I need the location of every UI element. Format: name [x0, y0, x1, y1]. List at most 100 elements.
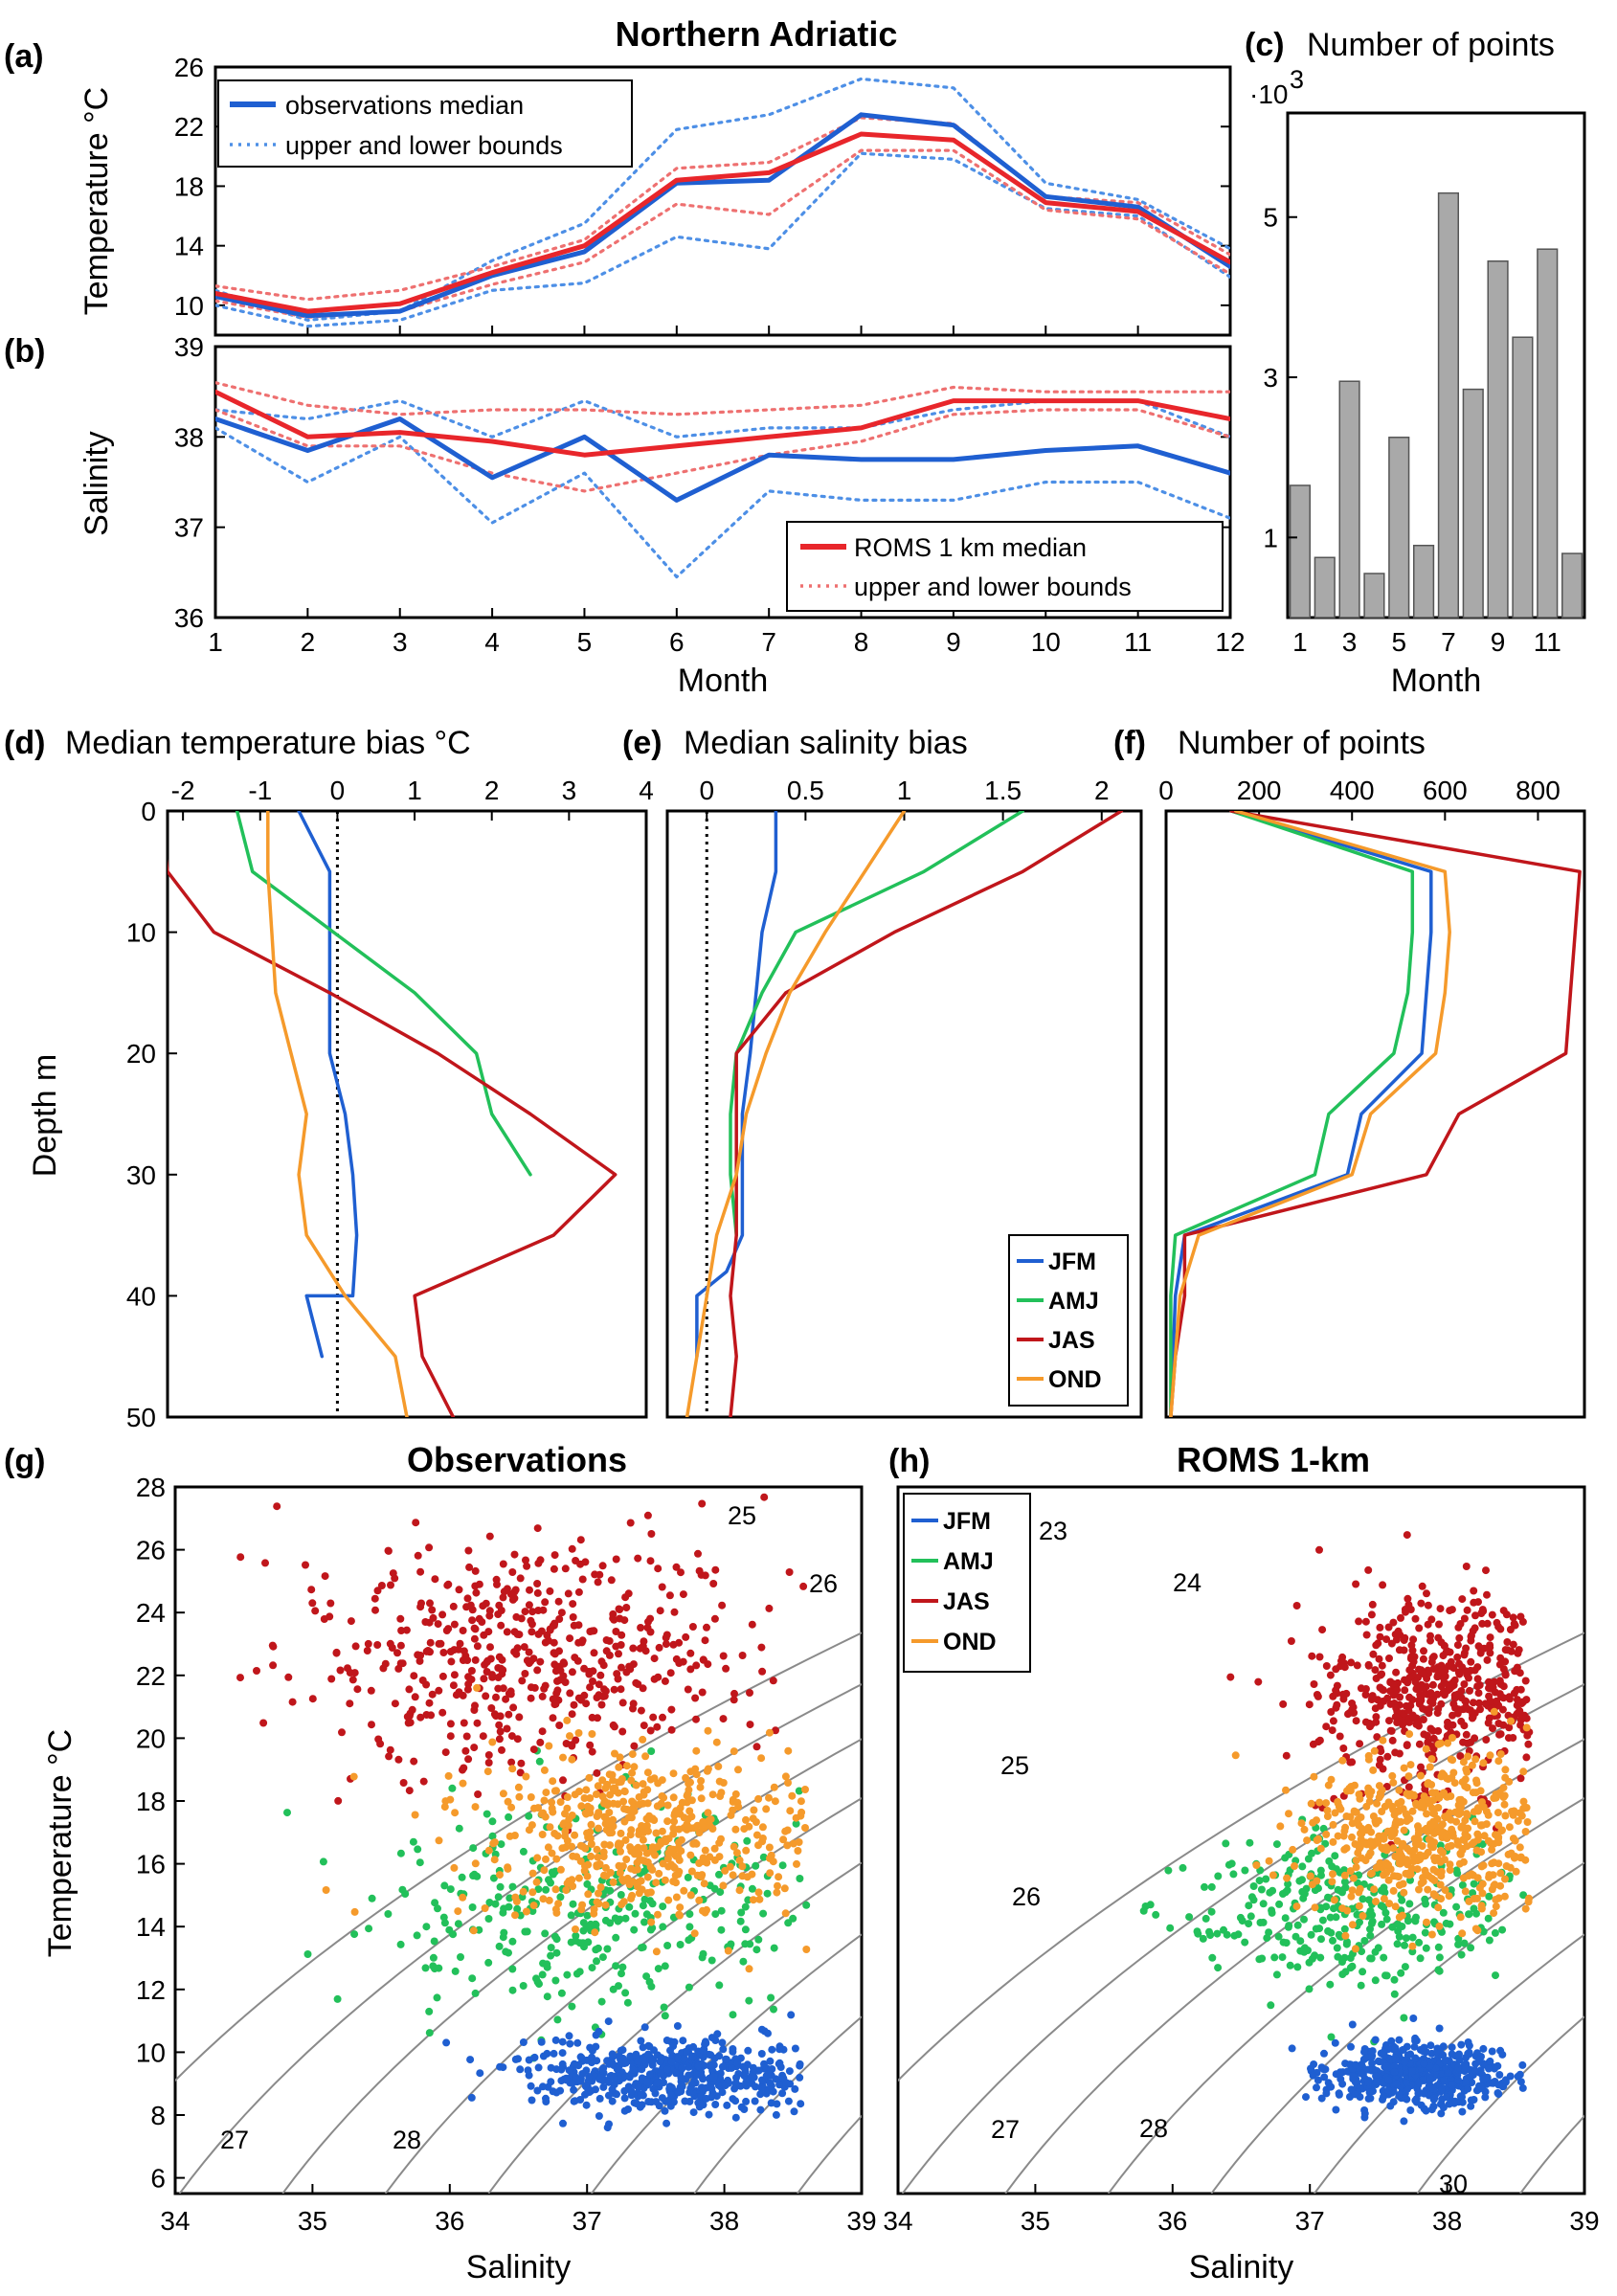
panel-g-point-ond — [627, 1894, 636, 1902]
panel-h-point-jas — [1407, 1641, 1416, 1650]
panel-h-point-amj — [1207, 1882, 1216, 1891]
panel-b-label: (b) — [4, 333, 45, 370]
panel-g-point-ond — [670, 1817, 679, 1826]
panel-g-point-amj — [541, 1929, 550, 1938]
panel-g-point-jfm — [766, 2079, 775, 2087]
panel-g-point-amj — [642, 1972, 651, 1981]
panel-g-point-ond — [459, 1893, 467, 1902]
panel-g-point-amj — [737, 1908, 746, 1917]
panel-h-point-jas — [1355, 1617, 1363, 1626]
panel-h-point-amj — [1382, 1971, 1391, 1980]
panel-h-point-jas — [1499, 1607, 1508, 1615]
panel-h-point-ond — [1477, 1862, 1486, 1871]
panel-g-point-jas — [485, 1611, 494, 1620]
panel-g-point-ond — [696, 1783, 705, 1791]
panel-h-point-amj — [1241, 1866, 1249, 1875]
panel-g-point-jas — [269, 1661, 278, 1670]
panel-g-point-amj — [623, 1998, 632, 2007]
panel-h-point-amj — [1214, 1872, 1223, 1880]
panel-h-point-jfm — [1401, 2058, 1409, 2066]
panel-g-point-ond — [627, 1776, 636, 1785]
panel-e-label: (e) — [622, 725, 663, 761]
panel-h-point-amj — [1422, 1944, 1430, 1952]
panel-g-point-ond — [605, 1809, 614, 1816]
panel-g-point-jas — [561, 1564, 570, 1573]
panel-h-point-jfm — [1427, 2082, 1436, 2091]
panel-h-point-jfm — [1288, 2044, 1296, 2053]
panel-h-point-jfm — [1420, 2089, 1428, 2098]
panel-h-point-ond — [1291, 1862, 1298, 1870]
panel-b-ytick-label: 37 — [174, 513, 204, 543]
panel-g-point-ond — [732, 1849, 741, 1857]
panel-g-point-amj — [575, 1939, 584, 1947]
panel-g-point-ond — [738, 1872, 747, 1880]
panel-h-point-jas — [1475, 1699, 1483, 1707]
panel-g-point-amj — [659, 1923, 667, 1931]
panel-g-point-ond — [549, 1777, 557, 1786]
panel-h-point-jas — [1392, 1704, 1401, 1712]
panel-h-point-amj — [1390, 1990, 1399, 1998]
panel-h-point-ond — [1417, 1771, 1425, 1780]
panel-g-point-jas — [516, 1768, 525, 1777]
panel-h-point-jas — [1486, 1649, 1494, 1657]
panel-h-point-ond — [1512, 1867, 1520, 1876]
panel-h-point-jfm — [1458, 2107, 1467, 2116]
panel-g-point-jfm — [718, 2038, 727, 2047]
panel-g-point-jas — [569, 1600, 577, 1609]
panel-h-point-jas — [1471, 1734, 1479, 1743]
panel-h-point-amj — [1281, 1914, 1290, 1923]
panel-g-point-amj — [433, 1993, 441, 2002]
panel-h-point-jas — [1409, 1635, 1418, 1644]
panel-h-point-jfm — [1465, 2050, 1473, 2059]
panel-d-ytick-label: 50 — [126, 1403, 156, 1432]
panel-g-point-ond — [569, 1852, 577, 1860]
panel-h-point-ond — [1396, 1859, 1404, 1868]
panel-c-multiplier-exp: 3 — [1290, 65, 1304, 94]
panel-g-point-jfm — [732, 2074, 740, 2082]
panel-h-point-jfm — [1411, 2034, 1420, 2042]
panel-h-point-ond — [1427, 1755, 1436, 1764]
panel-g-point-ond — [757, 1754, 766, 1763]
panel-g-point-amj — [505, 1812, 513, 1821]
panel-h-point-jfm — [1501, 2076, 1510, 2084]
panel-g-point-jfm — [637, 2090, 645, 2099]
panel-g-point-ond — [735, 1886, 744, 1895]
panel-g-point-ond — [621, 1835, 630, 1844]
panel-g-point-ond — [781, 1909, 790, 1918]
panel-g-point-jas — [284, 1673, 293, 1681]
panel-g-point-jas — [416, 1713, 425, 1722]
panel-h-point-jas — [1516, 1774, 1525, 1783]
panel-h-point-jas — [1463, 1671, 1471, 1679]
panel-h-point-jfm — [1494, 2090, 1503, 2099]
panel-g-point-jfm — [593, 2057, 601, 2065]
panel-h-point-jfm — [1410, 2042, 1419, 2051]
panel-h-point-jfm — [1476, 2066, 1485, 2075]
panel-g-point-amj — [707, 1956, 716, 1965]
panel-h-point-ond — [1492, 1902, 1500, 1911]
panel-h-point-ond — [1434, 1740, 1443, 1748]
panel-h-point-ond — [1367, 1869, 1376, 1878]
panel-b-ylabel: Salinity — [79, 431, 115, 536]
panel-b-ytick-label: 39 — [174, 332, 204, 362]
panel-g-point-jas — [525, 1648, 533, 1656]
panel-g-point-jfm — [729, 2047, 737, 2056]
panel-h-point-jfm — [1314, 2076, 1322, 2084]
panel-g-point-jas — [493, 1580, 501, 1588]
panel-c-xlabel: Month — [1391, 663, 1482, 699]
panel-h-point-ond — [1493, 1809, 1502, 1817]
panel-h-point-jfm — [1426, 2075, 1435, 2083]
panel-g-point-jas — [381, 1659, 390, 1668]
panel-h-point-amj — [1358, 1947, 1366, 1956]
panel-h-point-jas — [1483, 1655, 1492, 1664]
panel-g-point-jas — [538, 1692, 547, 1700]
panel-h-point-jas — [1447, 1657, 1455, 1666]
panel-h-point-amj — [1317, 1871, 1325, 1880]
panel-g-point-ond — [519, 1887, 528, 1896]
panel-h-point-jas — [1436, 1605, 1445, 1613]
panel-h-point-amj — [1322, 1902, 1331, 1911]
panel-g-point-ond — [533, 1854, 542, 1862]
panel-g-point-jas — [480, 1631, 488, 1639]
panel-g-point-jas — [308, 1695, 317, 1703]
panel-h-point-ond — [1413, 1865, 1422, 1874]
panel-d-xtick-label: 0 — [330, 776, 346, 805]
